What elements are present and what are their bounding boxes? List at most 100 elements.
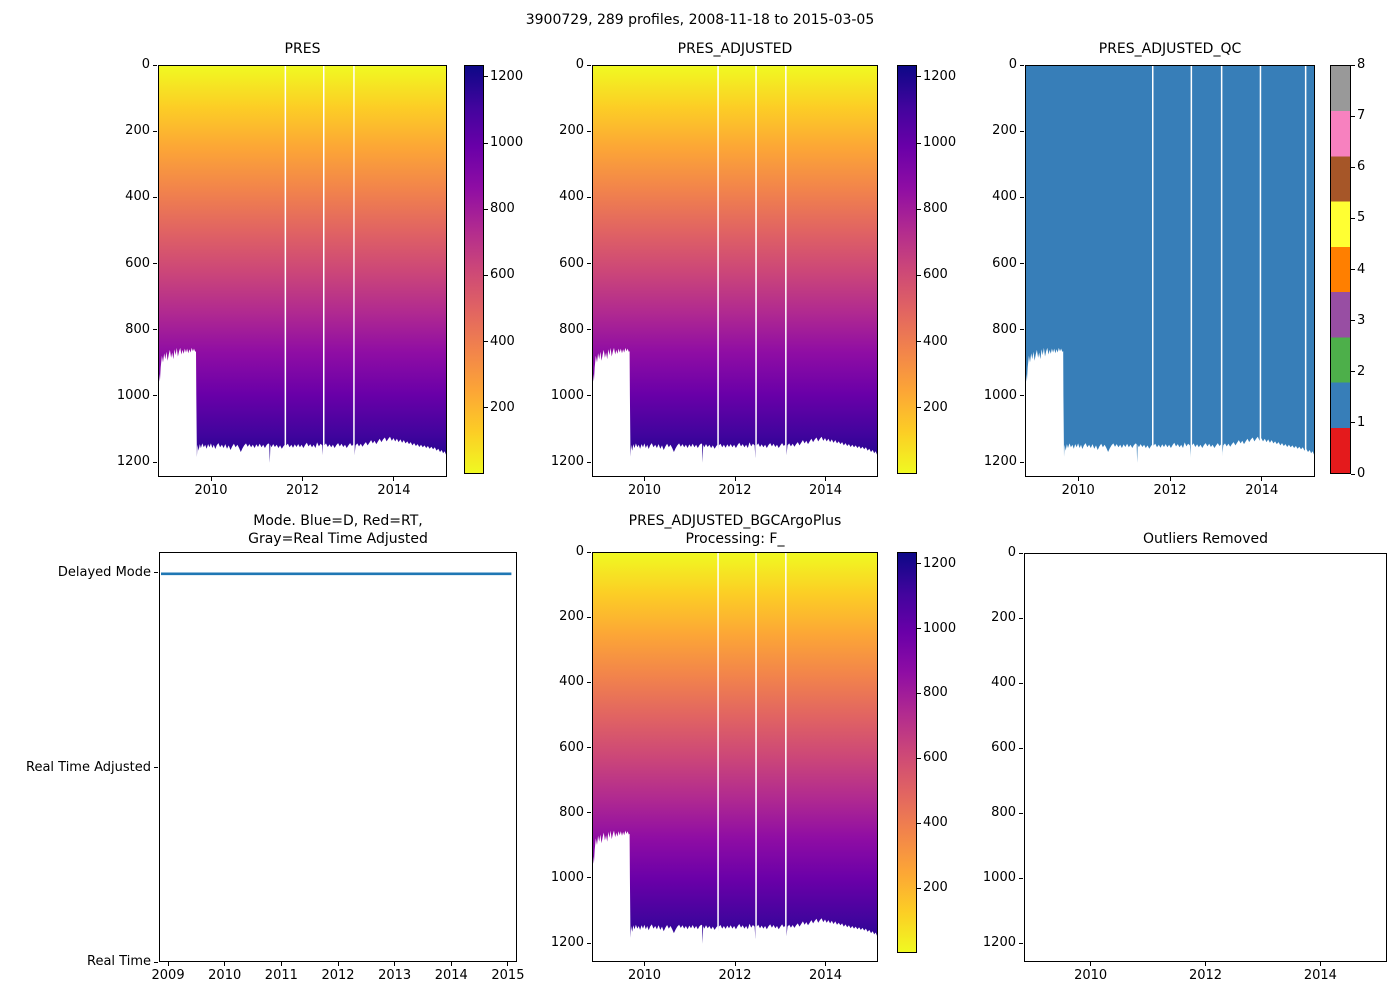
- y-tick-mark: [587, 551, 591, 553]
- missing-profile-gap: [755, 553, 757, 961]
- y-tick-mark: [1019, 552, 1023, 554]
- colorbar-tick-mark: [484, 142, 488, 144]
- y-tick-mark: [1019, 877, 1023, 879]
- y-tick-mark: [153, 196, 157, 198]
- y-tick-mark: [587, 263, 591, 265]
- y-tick-label: 1000: [550, 387, 584, 403]
- colorbar-tick-mark: [1351, 320, 1355, 322]
- colorbar-tick-mark: [917, 822, 921, 824]
- y-tick-mark: [587, 395, 591, 397]
- colorbar-tick-label: 800: [923, 201, 948, 217]
- colorbar-tick-mark: [1351, 371, 1355, 373]
- y-tick-mark: [153, 64, 157, 66]
- colorbar-tick-mark: [1351, 473, 1355, 475]
- colorbar-tick-mark: [1351, 166, 1355, 168]
- y-tick-mark: [587, 812, 591, 814]
- colorbar-tick-mark: [917, 628, 921, 630]
- x-tick-mark: [450, 962, 452, 966]
- colorbar-tick-mark: [484, 341, 488, 343]
- y-tick-label: 1000: [983, 387, 1017, 403]
- colorbar-tick-mark: [1351, 422, 1355, 424]
- y-tick-label: 800: [991, 805, 1016, 821]
- y-tick-label: 400: [991, 675, 1016, 691]
- colorbar-tick-mark: [917, 757, 921, 759]
- missing-profile-gap: [755, 66, 757, 476]
- plot-surface-pres_adjusted_qc: [1026, 66, 1314, 476]
- axes-pres-adjusted-qc: [1025, 65, 1315, 477]
- missing-profile-gap: [1304, 66, 1307, 476]
- y-tick-label: 0: [1007, 545, 1016, 560]
- colorbar-tick-label: 1000: [923, 135, 957, 151]
- x-tick-mark: [280, 962, 282, 966]
- colorbar-tick-label: 1000: [490, 135, 524, 151]
- colorbar-tick-label: 5: [1357, 210, 1366, 226]
- x-tick-mark: [167, 962, 169, 966]
- no-data-region: [1026, 347, 1314, 476]
- y-tick-label: 0: [141, 57, 150, 72]
- colorbar-tick-mark: [917, 887, 921, 889]
- x-tick-label: 2011: [264, 968, 298, 983]
- y-tick-mark: [1019, 617, 1023, 619]
- missing-profile-gap: [1190, 66, 1193, 476]
- colorbar-tick-label: 400: [490, 333, 515, 349]
- x-tick-label: 2014: [434, 968, 468, 983]
- y-tick-mark: [1020, 329, 1024, 331]
- y-tick-label: 600: [559, 739, 584, 755]
- missing-profile-gap: [353, 66, 355, 476]
- colorbar-tick-mark: [917, 76, 921, 78]
- plot-surface-pres_adjusted: [593, 66, 877, 476]
- x-tick-mark: [825, 962, 826, 966]
- x-tick-mark: [337, 962, 339, 966]
- colorbar-tick-label: 200: [923, 880, 948, 896]
- x-tick-label: 2012: [321, 968, 355, 983]
- x-tick-label: 2014: [808, 968, 843, 983]
- y-tick-label: 1200: [982, 935, 1016, 951]
- x-tick-mark: [643, 962, 645, 966]
- axes-mode: [159, 552, 517, 962]
- y-tick-mark: [153, 263, 157, 265]
- colorbar-tick-mark: [917, 563, 921, 565]
- title-pres: PRES: [284, 41, 321, 57]
- x-tick-mark: [1205, 962, 1206, 966]
- title-pres-adjusted-qc: PRES_ADJUSTED_QC: [1098, 41, 1242, 57]
- y-tick-mark: [587, 681, 591, 683]
- x-tick-mark: [734, 477, 736, 481]
- y-tick-label: Real Time: [87, 954, 151, 969]
- y-tick-mark: [587, 461, 591, 463]
- title-bgc-line1: PRES_ADJUSTED_BGCArgoPlus: [628, 513, 842, 529]
- y-tick-label: 1200: [983, 454, 1017, 470]
- colorbar-tick-label: 800: [490, 201, 515, 217]
- colorbar-tick-label: 800: [923, 685, 948, 701]
- title-bgc-line2: Processing: F_: [685, 531, 785, 547]
- colorbar-tick-label: 1: [1357, 414, 1366, 430]
- no-data-region: [593, 347, 877, 476]
- plot-surface-outliers_removed: [1025, 554, 1386, 961]
- y-tick-label: Real Time Adjusted: [26, 759, 151, 775]
- colorbar-tick-mark: [917, 208, 921, 210]
- y-tick-mark: [1020, 461, 1024, 463]
- y-tick-label: 1000: [982, 870, 1016, 886]
- x-tick-mark: [210, 477, 212, 481]
- x-tick-mark: [507, 962, 509, 966]
- y-tick-label: 600: [991, 740, 1016, 756]
- y-tick-mark: [1020, 196, 1024, 198]
- x-tick-label: 2009: [151, 968, 185, 983]
- colorbar-tick-mark: [917, 692, 921, 694]
- x-tick-mark: [1077, 477, 1079, 481]
- y-tick-label: 0: [575, 544, 584, 559]
- colorbar-tick-label: 4: [1357, 261, 1366, 277]
- y-tick-mark: [1019, 682, 1023, 684]
- y-tick-mark: [587, 942, 591, 944]
- x-tick-label: 2010: [627, 483, 662, 498]
- colorbar-tick-label: 1000: [923, 620, 957, 636]
- colorbar-tick-mark: [917, 142, 921, 144]
- y-tick-label: 1000: [550, 869, 584, 885]
- colorbar-tick-label: 600: [923, 750, 948, 766]
- colorbar-tick-label: 200: [923, 399, 948, 415]
- y-tick-mark: [154, 767, 158, 769]
- colorbar-tick-mark: [484, 208, 488, 210]
- colorbar-pres: [464, 65, 484, 474]
- colorbar-tick-label: 3: [1357, 312, 1366, 328]
- colorbar-tick-label: 0: [1357, 466, 1366, 481]
